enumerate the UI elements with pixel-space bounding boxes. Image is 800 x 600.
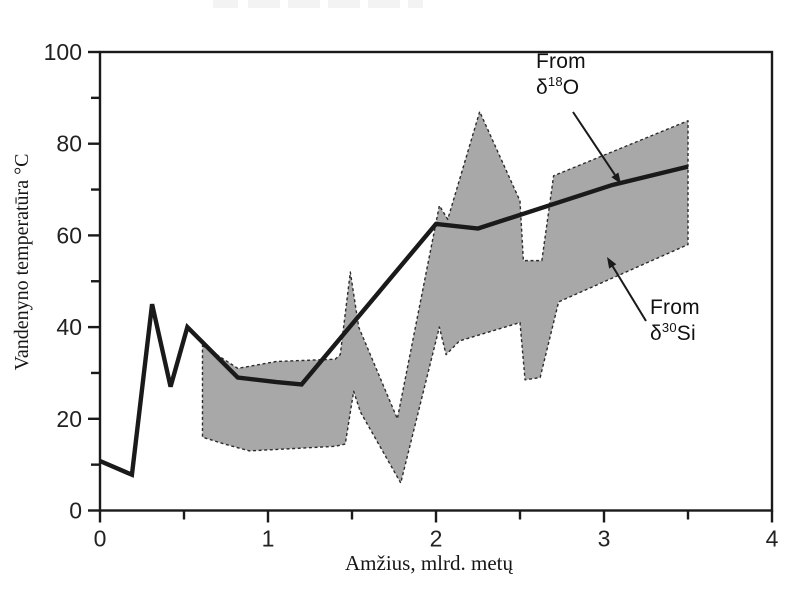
- y-tick-label: 80: [56, 131, 82, 157]
- y-tick-label: 60: [56, 222, 82, 248]
- y-axis-title: Vandenyno temperatūra °C: [11, 154, 33, 371]
- annotation-from-d30si: From δ30Si: [650, 295, 700, 347]
- x-tick-label: 0: [94, 526, 107, 552]
- y-tick-label: 20: [56, 406, 82, 432]
- cropped-text-artifact: [368, 0, 400, 8]
- cropped-text-artifact: [328, 0, 360, 8]
- cropped-text-artifact: [408, 0, 423, 8]
- arrow-to-d18o-line-head: [611, 172, 621, 184]
- x-tick-label: 1: [262, 526, 275, 552]
- arrow-to-d30si-band: [611, 265, 647, 322]
- band-d30si: [201, 110, 689, 484]
- annotation-d30si-formula: δ30Si: [650, 320, 696, 345]
- cropped-text-artifact: [288, 0, 320, 8]
- cropped-text-artifact: [248, 0, 280, 8]
- x-axis-title: Amžius, mlrd. metų: [345, 551, 513, 575]
- x-tick-label: 4: [766, 526, 779, 552]
- annotation-from-d18o: From δ18O: [536, 49, 586, 101]
- y-tick-label: 40: [56, 314, 82, 340]
- line-d18o: [99, 164, 689, 478]
- annotation-d18o-formula: δ18O: [536, 74, 580, 99]
- cropped-text-artifact: [213, 0, 238, 8]
- arrow-to-d18o-line: [572, 111, 616, 176]
- annotation-from-d18o-word: From: [536, 50, 586, 73]
- y-tick-label: 100: [44, 39, 82, 65]
- y-tick-label: 0: [69, 498, 82, 524]
- annotation-from-d30si-word: From: [650, 296, 700, 319]
- x-tick-label: 3: [598, 526, 611, 552]
- x-tick-label: 2: [430, 526, 443, 552]
- arrow-to-d30si-band-head: [607, 257, 617, 269]
